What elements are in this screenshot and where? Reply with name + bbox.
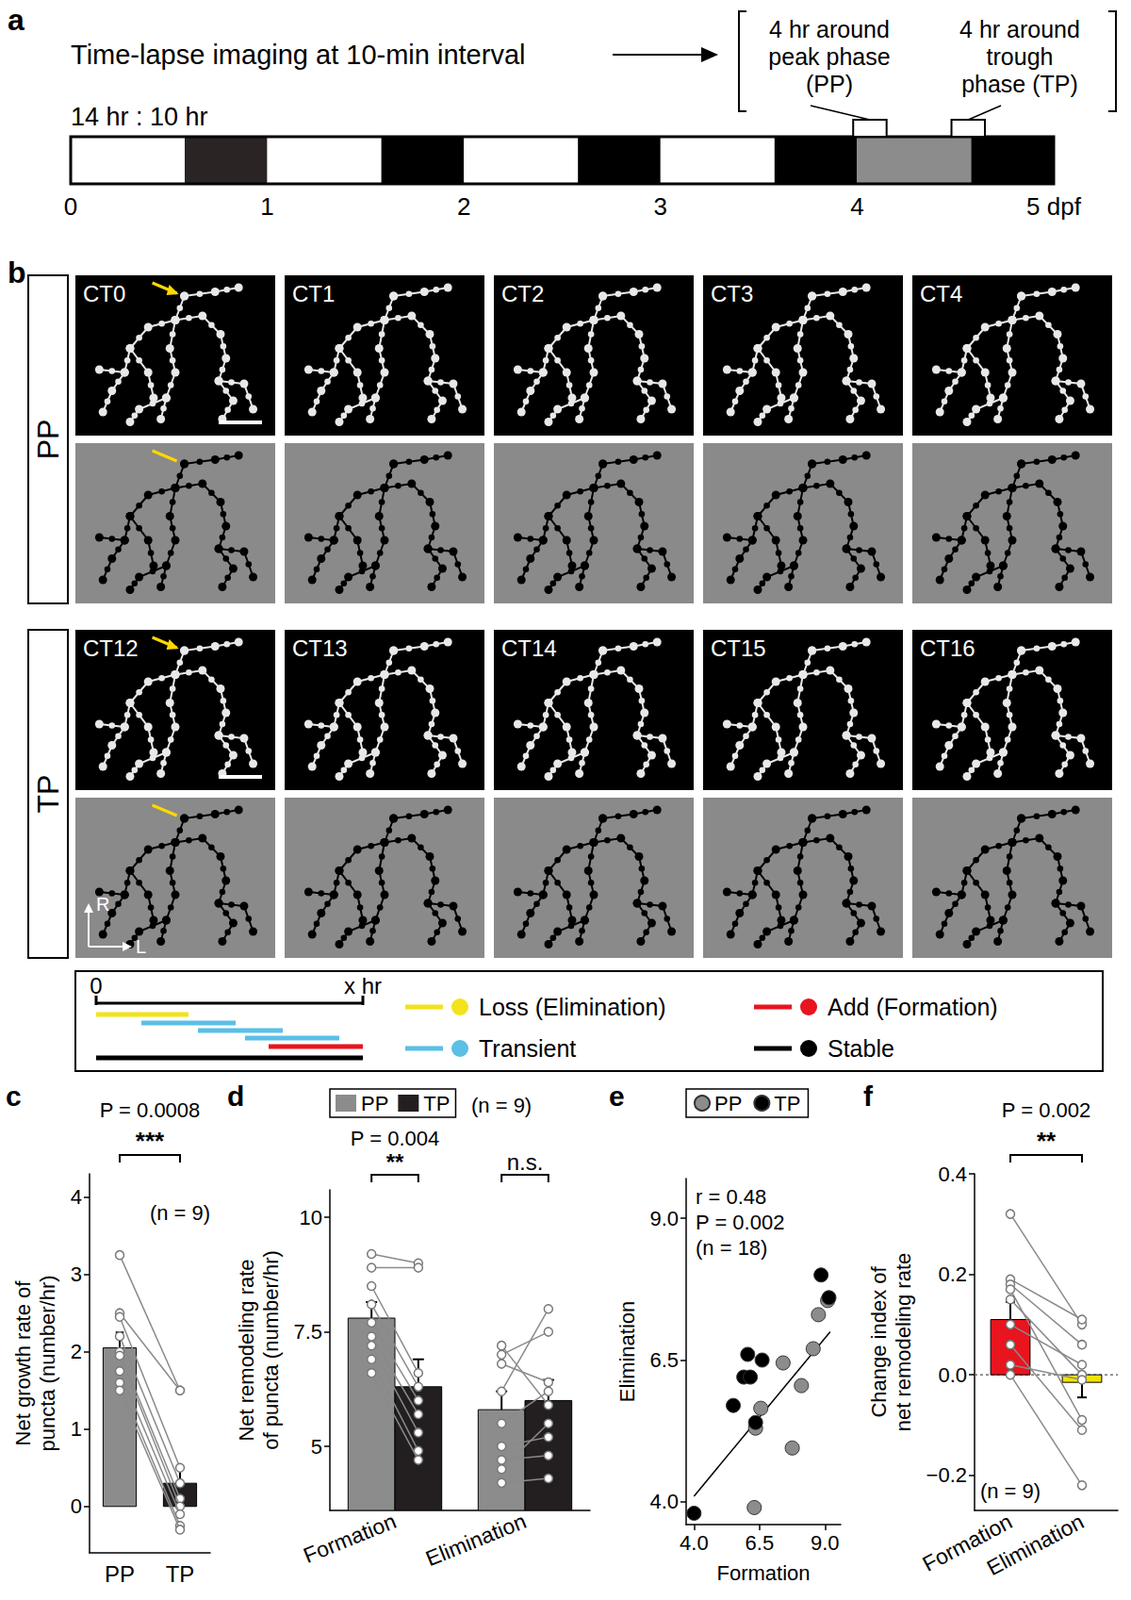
svg-text:1: 1 <box>70 1416 82 1441</box>
svg-text:4: 4 <box>70 1184 82 1209</box>
svg-text:peak phase: peak phase <box>768 43 890 70</box>
html-text:d: d <box>227 1080 245 1112</box>
svg-text:L: L <box>135 935 147 957</box>
svg-text:CT2: CT2 <box>501 280 544 307</box>
svg-text:CT16: CT16 <box>919 635 976 661</box>
svg-text:a: a <box>7 2 25 37</box>
svg-text:CT12: CT12 <box>82 635 139 661</box>
svg-text:**: ** <box>386 1148 405 1175</box>
svg-text:Net remodeling rate: Net remodeling rate <box>234 1258 259 1441</box>
svg-text:3: 3 <box>654 192 668 221</box>
svg-text:of puncta (number/hr): of puncta (number/hr) <box>259 1249 283 1450</box>
svg-text:2: 2 <box>457 192 471 221</box>
svg-text:TP: TP <box>423 1091 450 1115</box>
svg-text:0.2: 0.2 <box>937 1262 968 1286</box>
svg-text:CT3: CT3 <box>710 280 754 307</box>
svg-text:R: R <box>96 893 110 915</box>
svg-text:Net growth rate of: Net growth rate of <box>11 1279 35 1446</box>
svg-text:puncta (number/hr): puncta (number/hr) <box>35 1274 60 1451</box>
svg-text:6.5: 6.5 <box>649 1347 679 1372</box>
html-text:f: f <box>863 1080 873 1112</box>
svg-text:Time-lapse imaging at 10-min i: Time-lapse imaging at 10-min interval <box>70 39 525 70</box>
svg-text:trough: trough <box>986 43 1054 70</box>
svg-text:TP: TP <box>773 1091 801 1115</box>
svg-text:P = 0.0008: P = 0.0008 <box>99 1098 201 1122</box>
svg-text:r = 0.48: r = 0.48 <box>695 1184 767 1209</box>
svg-text:(n = 9): (n = 9) <box>980 1478 1041 1503</box>
svg-text:TP: TP <box>31 774 66 814</box>
svg-text:(n = 9): (n = 9) <box>149 1200 211 1225</box>
svg-text:CT4: CT4 <box>919 280 963 307</box>
svg-text:CT13: CT13 <box>292 635 348 661</box>
svg-text:CT1: CT1 <box>292 280 335 307</box>
svg-text:Formation: Formation <box>299 1508 400 1568</box>
svg-text:0.0: 0.0 <box>937 1362 968 1387</box>
svg-text:***: *** <box>135 1126 165 1155</box>
svg-text:P = 0.002: P = 0.002 <box>695 1210 785 1234</box>
html-text:c: c <box>5 1080 22 1112</box>
svg-text:5 dpf: 5 dpf <box>1026 192 1082 221</box>
svg-text:9.0: 9.0 <box>810 1530 840 1555</box>
svg-text:Stable: Stable <box>827 1034 895 1062</box>
svg-text:14 hr : 10 hr: 14 hr : 10 hr <box>70 102 209 132</box>
svg-text:**: ** <box>1036 1126 1057 1155</box>
svg-text:PP: PP <box>31 419 66 460</box>
svg-text:Elimination: Elimination <box>615 1300 640 1403</box>
svg-text:Elimination: Elimination <box>983 1508 1088 1581</box>
svg-text:PP: PP <box>360 1091 389 1115</box>
svg-text:(n = 18): (n = 18) <box>695 1235 768 1260</box>
svg-text:(n = 9): (n = 9) <box>471 1093 532 1117</box>
svg-text:PP: PP <box>104 1560 135 1587</box>
svg-text:Loss (Elimination): Loss (Elimination) <box>478 993 667 1020</box>
svg-text:−0.2: −0.2 <box>926 1462 968 1487</box>
svg-text:P = 0.004: P = 0.004 <box>350 1126 440 1150</box>
svg-text:9.0: 9.0 <box>649 1206 679 1230</box>
svg-text:b: b <box>7 255 27 290</box>
svg-text:Elimination: Elimination <box>422 1508 530 1571</box>
svg-text:Formation: Formation <box>716 1560 810 1585</box>
svg-text:10: 10 <box>299 1205 323 1230</box>
svg-text:4 hr around: 4 hr around <box>959 16 1081 43</box>
svg-text:4: 4 <box>850 192 864 221</box>
svg-text:4.0: 4.0 <box>649 1489 679 1513</box>
svg-text:0: 0 <box>64 192 78 221</box>
svg-text:TP: TP <box>165 1560 196 1587</box>
svg-text:phase (TP): phase (TP) <box>961 70 1079 98</box>
svg-text:PP: PP <box>714 1091 742 1115</box>
svg-text:Formation: Formation <box>918 1508 1017 1576</box>
svg-text:(PP): (PP) <box>805 70 853 98</box>
svg-text:4.0: 4.0 <box>679 1530 709 1555</box>
svg-text:2: 2 <box>70 1339 82 1363</box>
svg-text:n.s.: n.s. <box>507 1148 544 1175</box>
svg-text:5: 5 <box>311 1434 323 1459</box>
svg-text:Transient: Transient <box>478 1034 576 1062</box>
svg-text:0.4: 0.4 <box>937 1162 968 1186</box>
svg-text:4 hr around: 4 hr around <box>769 16 890 43</box>
svg-text:CT0: CT0 <box>82 280 126 307</box>
svg-text:Change index of: Change index of <box>867 1264 891 1417</box>
svg-text:net remodeling rate: net remodeling rate <box>891 1252 916 1432</box>
svg-text:x hr: x hr <box>344 972 382 999</box>
svg-text:0: 0 <box>89 972 102 999</box>
svg-text:P = 0.002: P = 0.002 <box>1001 1098 1091 1122</box>
svg-text:0: 0 <box>70 1493 82 1518</box>
svg-text:3: 3 <box>70 1262 82 1286</box>
svg-text:CT14: CT14 <box>501 635 558 661</box>
html-text:e: e <box>608 1080 625 1112</box>
svg-text:Add (Formation): Add (Formation) <box>827 993 999 1020</box>
svg-text:6.5: 6.5 <box>745 1530 775 1555</box>
svg-text:1: 1 <box>260 192 274 221</box>
svg-text:7.5: 7.5 <box>293 1319 323 1344</box>
svg-text:CT15: CT15 <box>710 635 767 661</box>
